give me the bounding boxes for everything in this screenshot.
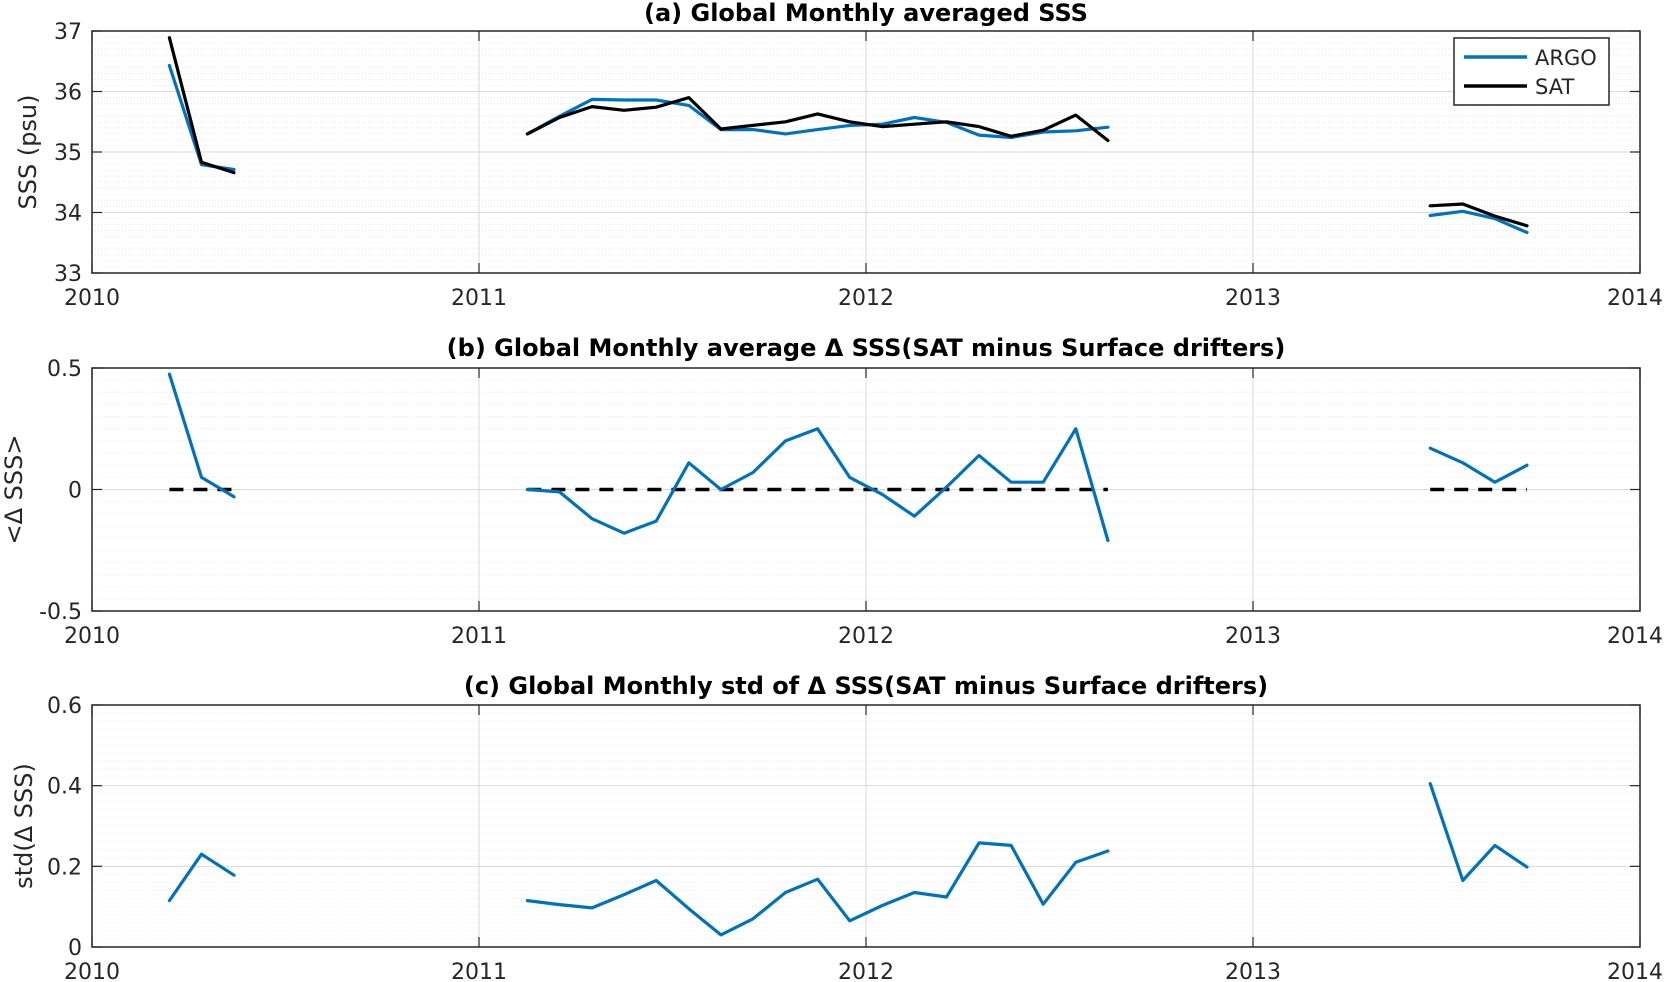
series-line-delta-sss-segment-2: [525, 841, 1110, 937]
y-tick-label: 0.4: [47, 775, 82, 800]
legend-label-sat: SAT: [1535, 75, 1574, 99]
x-tick-label: 2013: [1225, 960, 1281, 982]
series-line-delta-sss-segment-1: [167, 852, 236, 903]
series-line-argo-segment-2: [525, 97, 1110, 140]
y-tick-label: -0.5: [39, 600, 82, 625]
y-tick-label: 0.5: [47, 357, 82, 382]
y-axis-label: <Δ SSS>: [0, 435, 28, 545]
series-line-sat-segment-1: [167, 36, 236, 175]
legend-box: [1453, 37, 1610, 106]
y-tick-label: 37: [54, 20, 82, 45]
x-tick-label: 2014: [1607, 286, 1663, 311]
x-tick-label: 2013: [1225, 624, 1281, 649]
series-line-delta-sss-segment-2: [525, 427, 1110, 543]
x-tick-label: 2012: [838, 624, 894, 649]
x-tick-label: 2011: [451, 286, 507, 311]
series-line-sat-segment-2: [525, 95, 1110, 143]
x-tick-label: 2011: [451, 960, 507, 982]
series-line-delta-sss-segment-3: [1428, 446, 1529, 484]
x-tick-label: 2012: [838, 960, 894, 982]
x-tick-label: 2010: [64, 960, 120, 982]
y-tick-label: 36: [54, 81, 82, 106]
chart-panel-c: 2010 2011 2012 2013 2014 0 0.2 0.4 0.6 (c) Global…: [10, 672, 1663, 982]
y-tick-label: 34: [54, 202, 82, 227]
x-tick-label: 2010: [64, 624, 120, 649]
chart-panel-b: 2010 2011 2012 2013 2014 -0.5 0 0.5 (b) Global M…: [0, 334, 1663, 649]
x-tick-label: 2014: [1607, 960, 1663, 982]
chart-title: (c) Global Monthly std of Δ SSS(SAT minu…: [464, 672, 1268, 700]
x-tick-label: 2013: [1225, 286, 1281, 311]
chart-title: (b) Global Monthly average Δ SSS(SAT min…: [447, 334, 1286, 362]
series-line-argo-segment-3: [1428, 209, 1529, 235]
y-axis-label: std(Δ SSS): [10, 763, 38, 889]
series-line-delta-sss-segment-3: [1428, 781, 1529, 883]
x-tick-label: 2010: [64, 286, 120, 311]
y-tick-label: 0: [68, 479, 82, 504]
legend-label-argo: ARGO: [1535, 46, 1597, 70]
series-line-delta-sss-segment-1: [167, 372, 236, 499]
y-tick-label: 35: [54, 141, 82, 166]
y-axis-label: SSS (psu): [14, 94, 42, 209]
series-line-sat-segment-3: [1428, 202, 1529, 228]
x-tick-label: 2014: [1607, 624, 1663, 649]
chart-title: (a) Global Monthly averaged SSS: [644, 0, 1088, 27]
y-tick-label: 0.6: [47, 694, 82, 719]
y-tick-label: 33: [54, 262, 82, 287]
x-tick-label: 2012: [838, 286, 894, 311]
chart-panel-a: 2010 2011 2012 2013 2014 33 34 35 36 37 (a) Global…: [14, 0, 1663, 311]
y-tick-label: 0: [68, 936, 82, 961]
x-tick-label: 2011: [451, 624, 507, 649]
y-tick-label: 0.2: [47, 855, 82, 880]
